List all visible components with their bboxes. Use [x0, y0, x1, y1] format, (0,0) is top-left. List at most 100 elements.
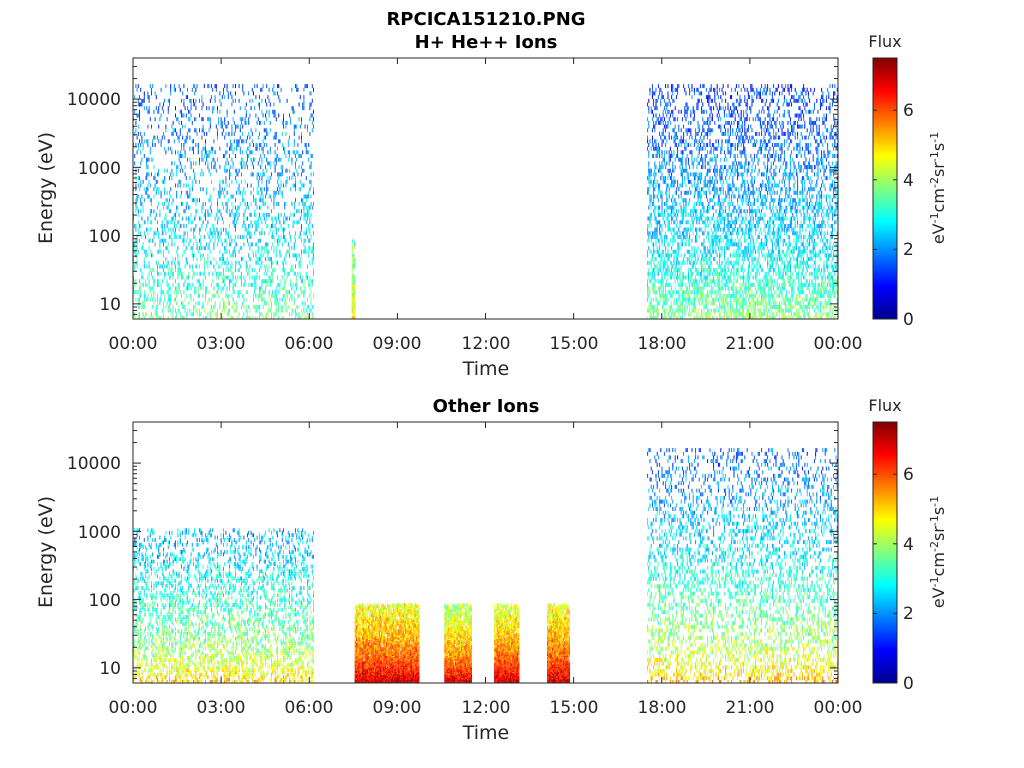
- flux-cell: [659, 264, 661, 269]
- flux-cell: [191, 275, 193, 280]
- flux-cell: [703, 109, 705, 114]
- flux-cell: [178, 268, 180, 273]
- flux-cell: [707, 253, 709, 258]
- flux-cell: [238, 205, 240, 210]
- flux-cell: [280, 172, 282, 177]
- flux-cell: [709, 150, 711, 155]
- flux-cell: [723, 165, 725, 170]
- flux-cell: [654, 271, 656, 276]
- flux-cell: [709, 139, 711, 144]
- flux-cell: [164, 98, 166, 103]
- flux-cell: [297, 271, 299, 276]
- flux-cell: [656, 106, 658, 111]
- flux-cell: [653, 187, 655, 192]
- flux-cell: [177, 135, 179, 140]
- flux-cell: [693, 179, 695, 184]
- flux-cell: [223, 227, 224, 232]
- flux-cell: [153, 231, 155, 236]
- flux-cell: [735, 84, 737, 89]
- flux-cell: [684, 260, 686, 265]
- flux-cell: [697, 179, 699, 184]
- flux-cell: [661, 224, 663, 228]
- flux-cell: [686, 220, 688, 225]
- flux-cell: [193, 231, 194, 236]
- flux-cell: [743, 279, 745, 284]
- flux-cell: [699, 316, 701, 319]
- flux-cell: [673, 179, 675, 184]
- flux-cell: [719, 279, 721, 284]
- flux-cell: [211, 209, 212, 214]
- flux-cell: [289, 231, 290, 236]
- flux-cell: [235, 176, 236, 181]
- flux-cell: [185, 205, 187, 210]
- flux-cell: [728, 290, 730, 295]
- flux-cell: [149, 316, 151, 319]
- flux-cell: [668, 290, 670, 295]
- flux-cell: [266, 242, 268, 247]
- flux-cell: [256, 187, 258, 192]
- flux-cell: [299, 187, 301, 192]
- flux-cell: [167, 297, 169, 302]
- flux-cell: [135, 128, 137, 133]
- flux-cell: [734, 293, 736, 298]
- flux-cell: [200, 227, 202, 232]
- flux-cell: [163, 179, 164, 184]
- flux-cell: [211, 84, 212, 89]
- flux-cell: [164, 224, 166, 228]
- flux-cell: [143, 95, 145, 100]
- flux-cell: [735, 161, 737, 166]
- flux-cell: [153, 293, 155, 298]
- flux-cell: [225, 290, 227, 295]
- flux-cell: [259, 131, 260, 136]
- flux-cell: [695, 305, 697, 309]
- flux-cell: [671, 154, 673, 158]
- flux-cell: [737, 168, 739, 173]
- flux-cell: [727, 224, 729, 228]
- flux-cell: [741, 198, 743, 203]
- flux-cell: [678, 249, 680, 254]
- flux-cell: [683, 297, 685, 302]
- flux-cell: [702, 231, 704, 236]
- flux-cell: [151, 124, 152, 129]
- flux-cell: [275, 190, 277, 195]
- flux-cell: [172, 227, 174, 232]
- flux-cell: [659, 131, 661, 136]
- flux-cell: [727, 279, 729, 284]
- flux-cell: [209, 238, 211, 243]
- flux-cell: [703, 242, 705, 247]
- flux-cell: [713, 249, 715, 254]
- flux-cell: [741, 305, 743, 309]
- flux-cell: [221, 260, 223, 265]
- flux-cell: [351, 283, 353, 288]
- flux-cell: [137, 98, 139, 103]
- flux-cell: [647, 271, 649, 276]
- flux-cell: [283, 268, 284, 273]
- flux-cell: [285, 305, 287, 309]
- flux-cell: [253, 172, 254, 177]
- flux-cell: [719, 102, 721, 107]
- flux-cell: [296, 220, 298, 225]
- flux-cell: [740, 227, 742, 232]
- flux-cell: [701, 165, 703, 170]
- flux-cell: [697, 308, 699, 313]
- flux-cell: [254, 290, 256, 295]
- flux-cell: [284, 220, 286, 225]
- flux-cell: [299, 154, 301, 158]
- flux-cell: [261, 231, 263, 236]
- flux-cell: [188, 242, 190, 247]
- flux-cell: [722, 316, 724, 319]
- flux-cell: [681, 282, 683, 287]
- flux-cell: [739, 308, 741, 313]
- flux-cell: [731, 113, 733, 118]
- flux-cell: [351, 249, 353, 253]
- flux-cell: [733, 260, 735, 265]
- flux-cell: [311, 84, 313, 89]
- flux-cell: [139, 139, 140, 144]
- flux-cell: [745, 227, 747, 232]
- flux-cell: [686, 190, 688, 195]
- flux-cell: [243, 220, 245, 225]
- flux-cell: [735, 293, 737, 298]
- flux-cell: [725, 264, 727, 269]
- flux-cell: [648, 109, 650, 114]
- flux-cell: [653, 249, 655, 254]
